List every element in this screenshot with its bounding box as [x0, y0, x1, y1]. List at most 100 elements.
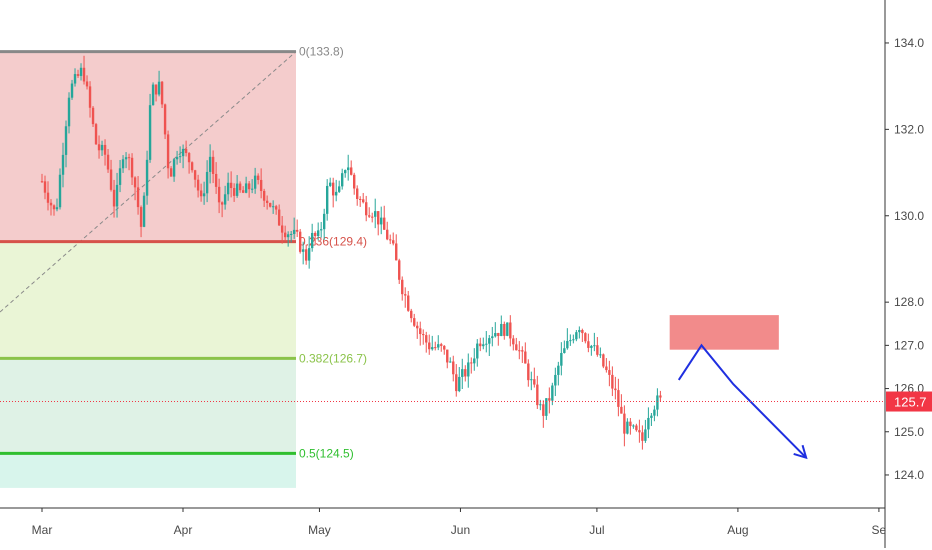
candle-body: [325, 185, 329, 214]
candle: [103, 139, 107, 166]
candle-body: [298, 231, 302, 252]
candle: [97, 135, 101, 159]
candle: [602, 353, 605, 369]
candle: [629, 418, 632, 435]
candle-body: [374, 211, 377, 217]
candle-body: [193, 170, 197, 180]
candle-body: [404, 294, 407, 296]
candle: [163, 103, 167, 140]
candle-body: [521, 350, 524, 352]
candle-body: [545, 398, 548, 416]
candle-body: [160, 81, 164, 105]
fib-zone-3: [0, 453, 296, 488]
candle: [398, 258, 401, 285]
candle-body: [301, 249, 305, 252]
candle: [43, 175, 47, 200]
candle: [620, 394, 623, 414]
candle-body: [473, 358, 476, 364]
candle: [413, 313, 416, 328]
candle-body: [55, 207, 59, 210]
candle: [340, 168, 344, 190]
candle: [178, 146, 182, 163]
candle-body: [85, 81, 89, 87]
candle: [76, 69, 80, 78]
candle-body: [530, 379, 533, 381]
candle-body: [410, 310, 413, 319]
candle: [214, 162, 218, 194]
candle-body: [491, 336, 494, 339]
candle-body: [154, 84, 158, 95]
candle: [641, 425, 644, 450]
x-tick-label: Se: [872, 523, 887, 537]
candle-body: [620, 406, 623, 414]
candle-body: [626, 421, 629, 434]
candle-body: [148, 105, 152, 160]
fib-zone-0: [0, 51, 296, 242]
candle: [434, 341, 437, 351]
candle-body: [470, 362, 473, 364]
candle: [262, 188, 266, 208]
candle: [437, 335, 440, 351]
candle-body: [130, 157, 134, 178]
candle-body: [133, 177, 137, 188]
candle: [118, 160, 122, 193]
candle: [611, 366, 614, 397]
candle-body: [310, 232, 314, 249]
candle: [569, 334, 572, 346]
fib-level-label-0: 0(133.8): [299, 45, 344, 59]
candle-body: [172, 159, 176, 177]
candle-body: [464, 369, 467, 377]
candle-body: [181, 148, 185, 157]
candle-body: [575, 332, 578, 340]
candle-body: [614, 388, 617, 391]
candle: [389, 234, 392, 245]
candle-body: [395, 243, 398, 261]
candle-body: [635, 425, 638, 431]
candle-body: [500, 323, 503, 337]
candle: [404, 287, 407, 308]
candle-body: [482, 344, 485, 347]
candle-body: [277, 209, 281, 226]
candle-body: [286, 234, 290, 238]
candle-body: [392, 240, 395, 244]
candle-body: [602, 354, 605, 367]
candle: [295, 219, 299, 238]
candle-body: [650, 415, 653, 418]
candle: [298, 228, 302, 254]
candle-body: [356, 188, 359, 199]
candle-body: [142, 195, 146, 227]
candle-body: [365, 202, 368, 216]
candle-body: [644, 429, 647, 441]
candle-body: [560, 352, 563, 366]
candle: [467, 353, 470, 388]
candle-body: [319, 229, 323, 231]
candle-body: [289, 233, 293, 235]
candle: [584, 332, 587, 344]
candle: [175, 150, 179, 165]
candle-body: [638, 430, 641, 433]
candle-body: [440, 344, 443, 346]
candle-body: [49, 202, 53, 206]
candle-body: [455, 374, 458, 392]
candle: [401, 276, 404, 301]
candle: [172, 158, 176, 182]
candle: [217, 178, 221, 214]
candle-body: [136, 187, 140, 208]
candle-body: [542, 404, 545, 416]
candle: [386, 221, 389, 241]
candle-body: [572, 339, 575, 341]
candle: [419, 321, 422, 346]
candle: [331, 177, 335, 208]
candle-body: [61, 154, 65, 175]
candle: [590, 344, 593, 356]
candle: [407, 290, 410, 312]
candle-body: [596, 345, 599, 355]
candle: [494, 322, 497, 338]
candle: [292, 217, 296, 239]
candle: [455, 364, 458, 397]
fib-level-label-3: 0.5(124.5): [299, 446, 354, 460]
candle-body: [43, 181, 47, 193]
candle: [392, 232, 395, 246]
candle: [193, 169, 197, 188]
